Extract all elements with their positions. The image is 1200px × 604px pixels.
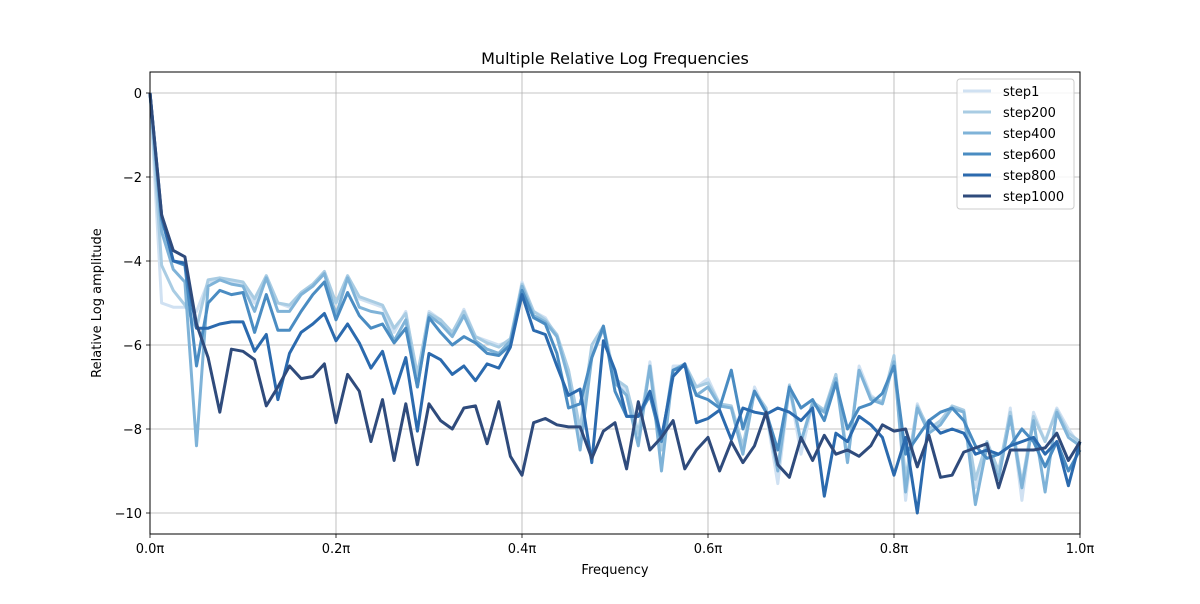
y-tick-label: 0 <box>134 87 142 102</box>
grid-layer <box>149 72 1081 534</box>
legend-label-step400: step400 <box>1003 127 1056 142</box>
legend: step1 step200 step400 step600 step800 step100… <box>956 78 1075 210</box>
x-tick-label: 0.8π <box>880 542 909 557</box>
plot-frame <box>149 71 1081 535</box>
legend-label-step800: step800 <box>1003 169 1056 184</box>
legend-label-step200: step200 <box>1003 106 1056 121</box>
x-tick-label: 1.0π <box>1066 542 1095 557</box>
y-tick-label: −10 <box>115 507 142 522</box>
y-axis-label: Relative Log amplitude <box>90 228 105 378</box>
x-tick-label: 0.0π <box>136 542 165 557</box>
series-line-step1000 <box>148 92 1082 490</box>
y-tick-label: −2 <box>123 171 142 186</box>
y-tick-label: −6 <box>123 339 142 354</box>
tick-layer: 0.0π 0.2π 0.4π 0.6π 0.8π 1.0π 0 −2 −4 −6 −8 −10 <box>115 87 1095 557</box>
series-layer <box>148 92 1082 515</box>
series-line-step600 <box>148 92 1082 473</box>
x-tick-label: 0.4π <box>508 542 537 557</box>
legend-label-step600: step600 <box>1003 148 1056 163</box>
legend-label-step1000: step1000 <box>1003 190 1064 205</box>
y-tick-label: −4 <box>123 255 142 270</box>
series-line-step800 <box>148 92 1082 515</box>
y-tick-label: −8 <box>123 423 142 438</box>
x-tick-label: 0.2π <box>322 542 351 557</box>
x-axis-label: Frequency <box>581 563 648 578</box>
legend-label-step1: step1 <box>1003 85 1039 100</box>
chart-title: Multiple Relative Log Frequencies <box>481 49 749 68</box>
x-tick-label: 0.6π <box>694 542 723 557</box>
